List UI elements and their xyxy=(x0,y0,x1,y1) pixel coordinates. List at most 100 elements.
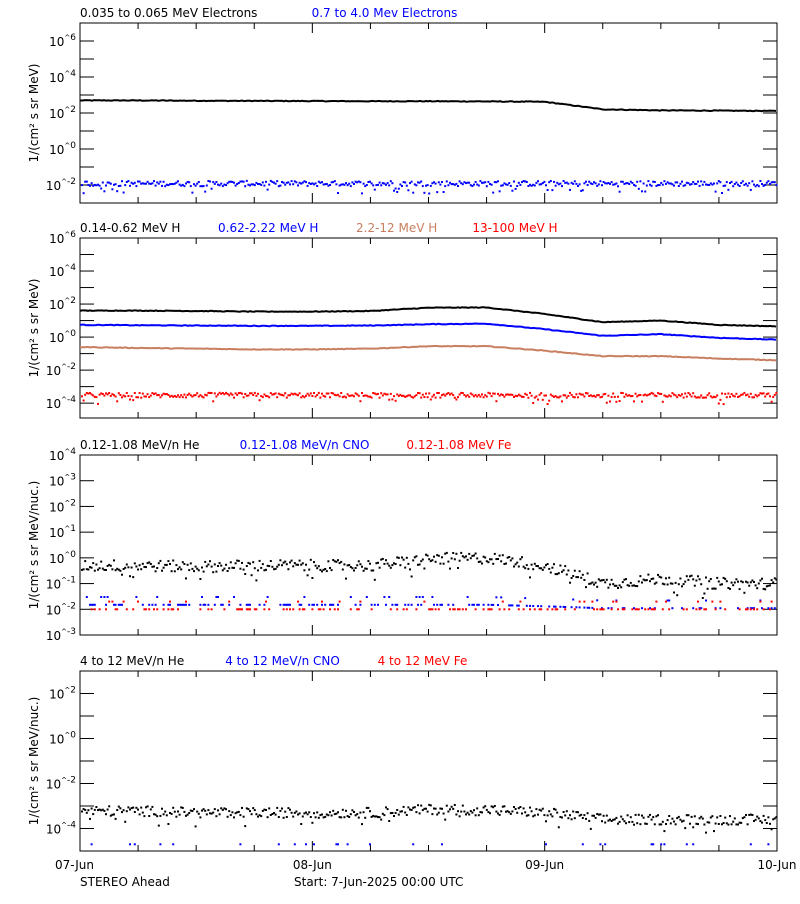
data-point xyxy=(538,808,541,811)
data-point xyxy=(541,568,544,571)
data-point xyxy=(377,183,379,186)
data-point xyxy=(514,394,517,397)
data-point xyxy=(737,823,739,826)
data-point xyxy=(665,182,667,185)
data-point xyxy=(725,181,728,184)
data-point xyxy=(586,606,589,609)
data-point xyxy=(677,394,680,396)
data-point xyxy=(197,395,200,398)
data-point xyxy=(756,815,759,818)
data-point xyxy=(289,603,291,606)
data-point xyxy=(365,596,368,598)
data-point xyxy=(215,570,218,573)
data-point xyxy=(269,814,272,816)
data-point xyxy=(585,180,587,183)
data-point xyxy=(197,812,200,815)
data-point xyxy=(741,817,744,820)
data-point xyxy=(250,183,253,186)
data-point xyxy=(404,566,407,569)
data-point xyxy=(436,813,439,816)
data-point xyxy=(333,608,336,611)
data-point xyxy=(194,184,197,187)
data-point xyxy=(217,183,219,186)
data-point xyxy=(351,394,354,397)
data-point xyxy=(765,181,768,184)
data-point xyxy=(719,583,722,586)
data-point xyxy=(372,184,375,187)
data-point xyxy=(703,592,706,595)
data-point xyxy=(114,569,117,572)
data-point xyxy=(626,182,629,185)
data-point xyxy=(649,580,651,583)
data-point xyxy=(137,180,139,183)
data-point xyxy=(591,581,594,584)
y-tick-label: 10^1 xyxy=(49,524,76,540)
data-point xyxy=(95,806,98,808)
data-point xyxy=(610,396,613,398)
data-point xyxy=(426,396,429,399)
data-point xyxy=(125,810,128,813)
data-point xyxy=(261,563,264,566)
data-point xyxy=(245,807,248,810)
data-point xyxy=(337,843,339,846)
data-point xyxy=(602,393,605,396)
data-point xyxy=(245,565,248,567)
data-point xyxy=(292,183,295,186)
data-point xyxy=(551,189,554,192)
data-point xyxy=(124,566,127,569)
data-point xyxy=(82,568,85,571)
data-point xyxy=(233,816,235,819)
data-point xyxy=(373,603,376,606)
data-point xyxy=(442,191,445,193)
data-point xyxy=(541,182,544,185)
data-point xyxy=(159,843,162,846)
data-point xyxy=(449,608,451,611)
data-point xyxy=(605,182,608,185)
data-point xyxy=(722,822,725,824)
data-point xyxy=(455,552,458,555)
data-point xyxy=(621,180,624,183)
data-point xyxy=(521,812,523,815)
data-point xyxy=(201,809,203,812)
data-point xyxy=(613,183,616,186)
data-point xyxy=(426,554,429,557)
data-point xyxy=(618,584,621,587)
data-point xyxy=(244,393,247,395)
data-point xyxy=(129,808,131,811)
data-point xyxy=(628,394,631,397)
data-point xyxy=(447,560,450,563)
data-point xyxy=(709,182,712,185)
data-point xyxy=(353,811,355,813)
legend-entry: 4 to 12 MeV/n He xyxy=(80,654,184,668)
data-point xyxy=(607,607,610,610)
data-point xyxy=(137,600,139,603)
data-point xyxy=(141,392,144,395)
data-point xyxy=(711,600,714,603)
data-point xyxy=(701,396,704,399)
data-point xyxy=(417,181,419,184)
data-point xyxy=(183,563,186,565)
data-point xyxy=(540,809,543,812)
data-point xyxy=(337,559,339,562)
data-point xyxy=(513,806,515,808)
data-point xyxy=(519,558,522,561)
data-point xyxy=(116,400,119,403)
data-point xyxy=(769,822,771,825)
data-point xyxy=(183,185,186,188)
data-point xyxy=(265,180,267,183)
data-point xyxy=(111,188,114,191)
data-point xyxy=(457,608,459,611)
data-point xyxy=(439,603,442,606)
data-point xyxy=(268,608,271,611)
data-point xyxy=(722,403,725,406)
data-point xyxy=(489,392,491,395)
data-point xyxy=(585,586,587,589)
data-point xyxy=(633,607,635,610)
data-point xyxy=(221,808,224,811)
data-point xyxy=(705,576,707,579)
data-point xyxy=(612,600,615,603)
data-point xyxy=(277,843,280,846)
data-point xyxy=(556,608,559,611)
data-point xyxy=(236,811,239,814)
data-point xyxy=(682,184,685,187)
